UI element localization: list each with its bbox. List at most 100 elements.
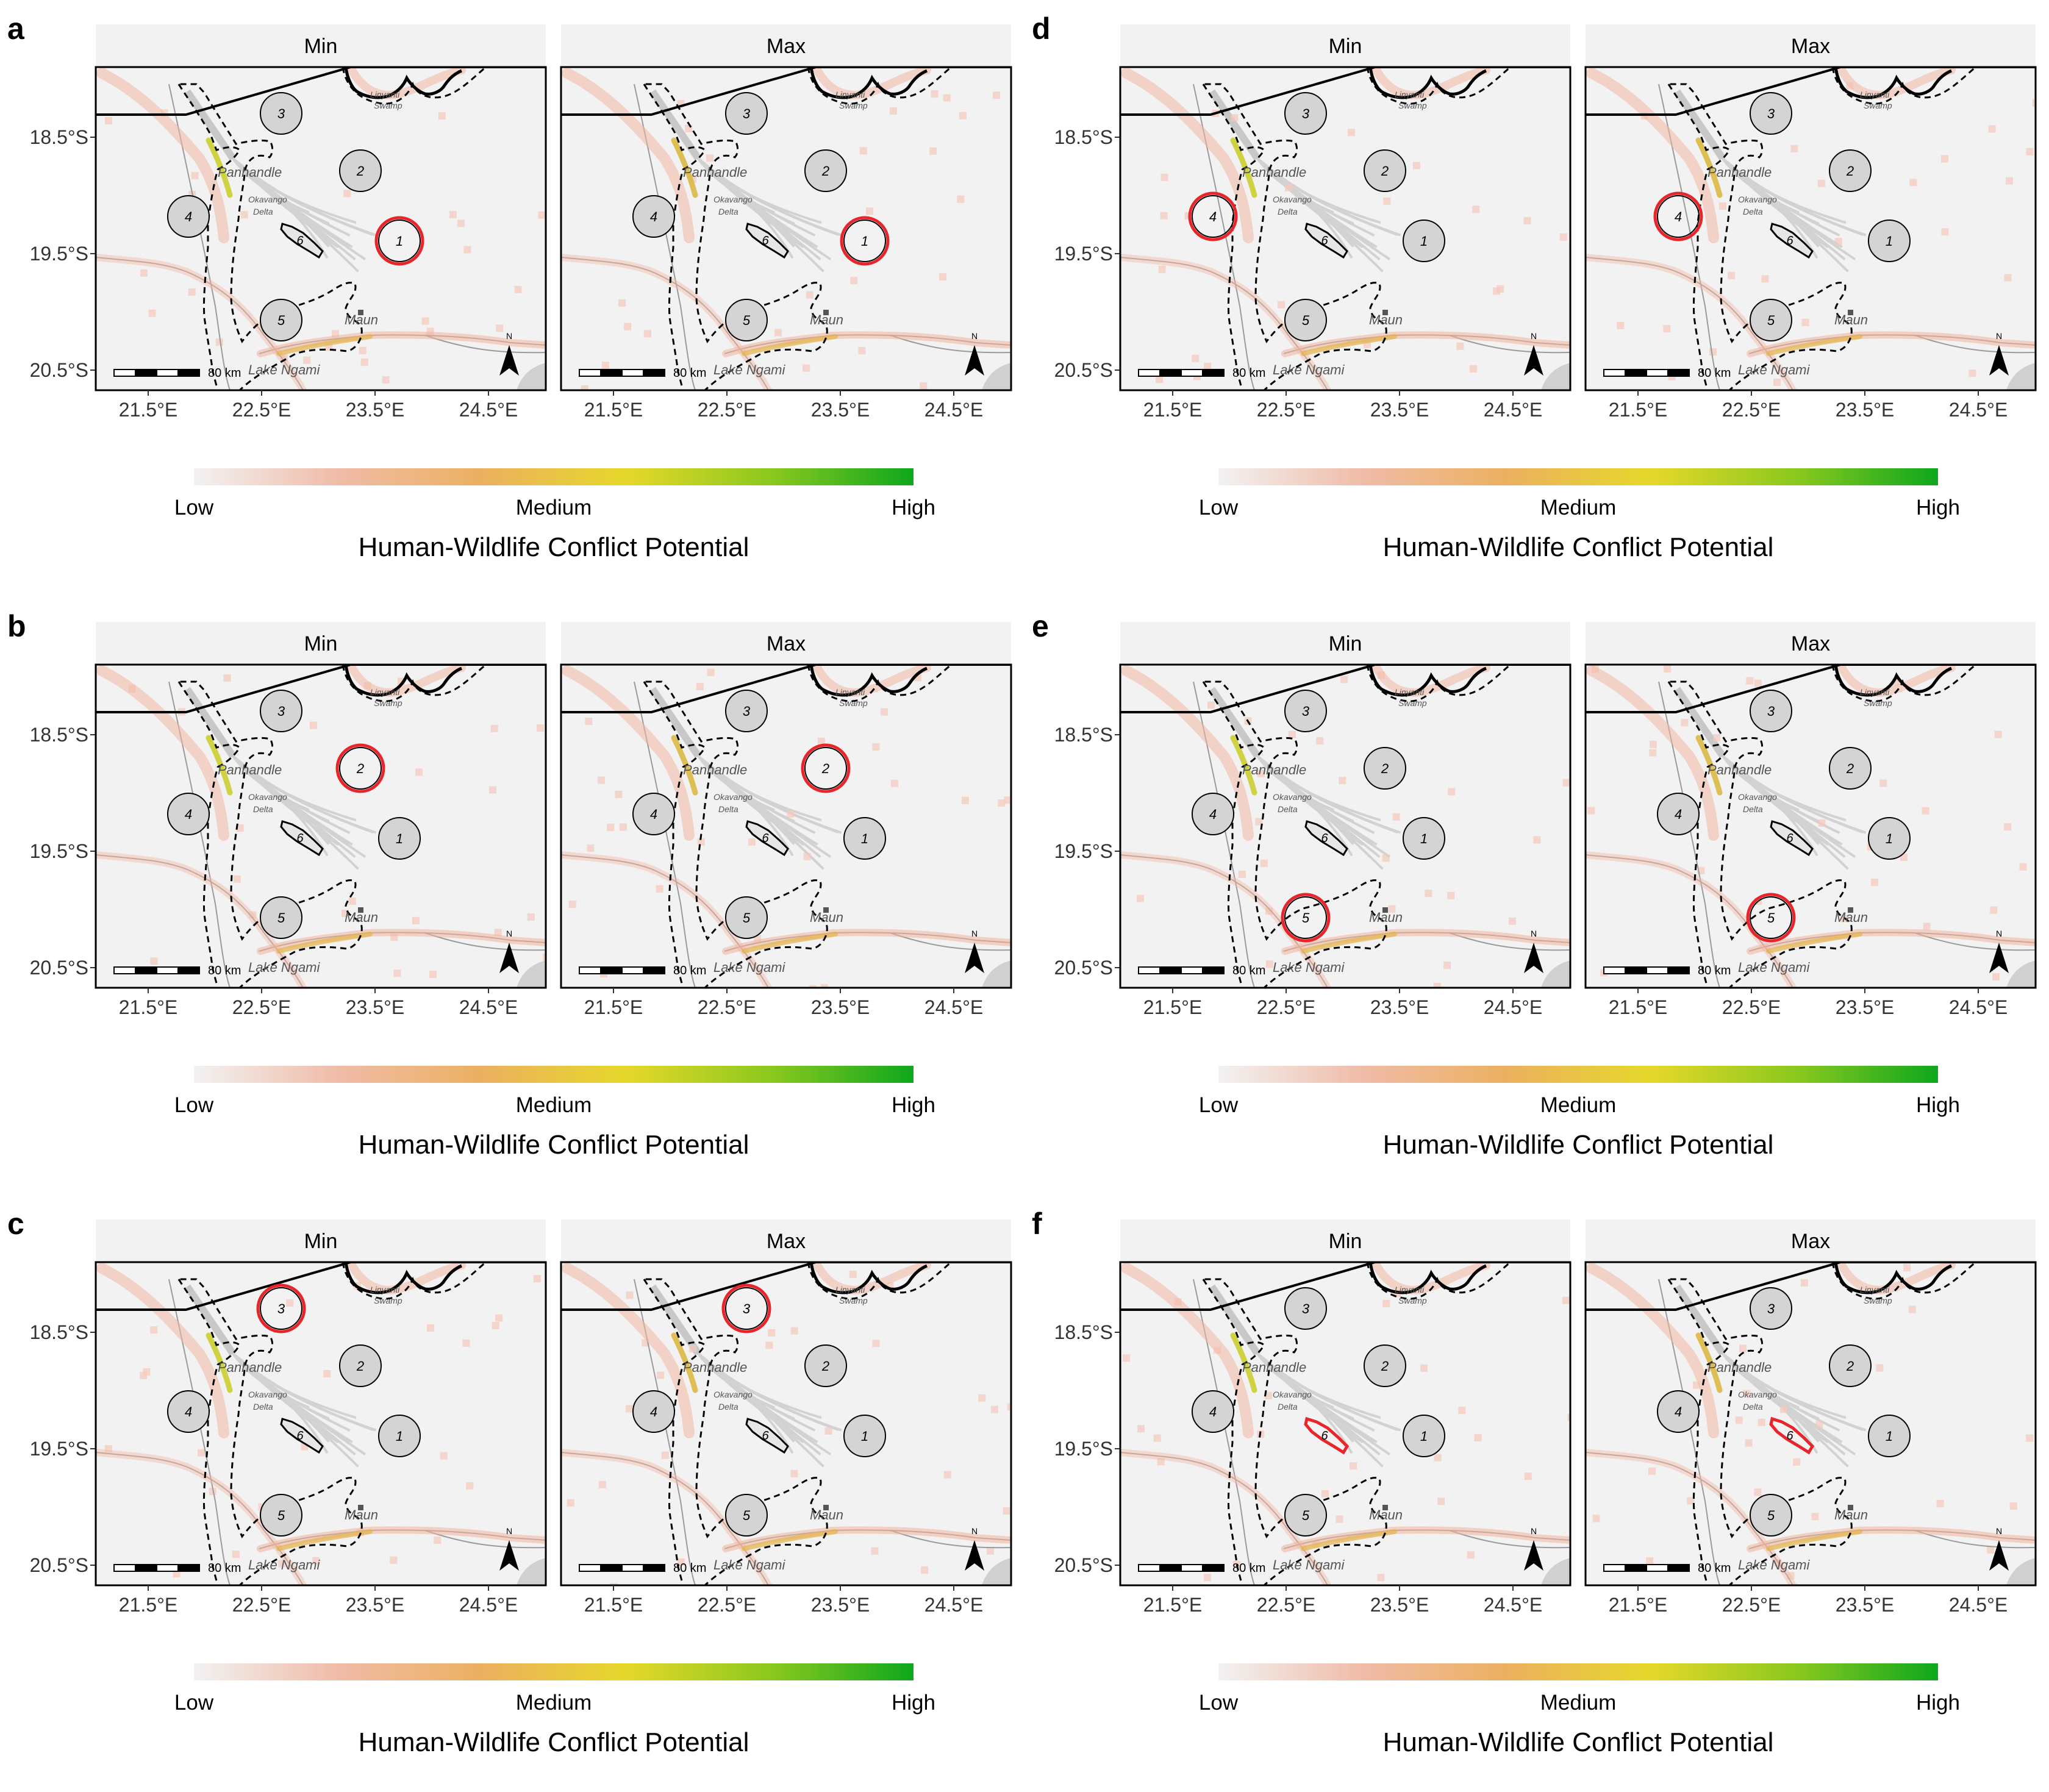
- road-line: [1120, 854, 1328, 988]
- maun-town-marker: [823, 907, 829, 913]
- corridor-road-west: [561, 851, 772, 988]
- place-okavango: Okavango: [713, 792, 753, 802]
- zone-1-label: 1: [861, 831, 868, 846]
- conflict-pixel: [607, 823, 615, 831]
- scale-bar-segment: [643, 966, 665, 974]
- y-tick-label: 18.5°S: [1054, 1321, 1113, 1343]
- place-panhandle: Panhandle: [218, 1360, 282, 1375]
- conflict-pixel: [1392, 813, 1400, 821]
- zone-5-highlight-ring: [1281, 893, 1331, 943]
- conflict-pixel: [1746, 677, 1754, 685]
- conflict-pixel: [943, 1471, 951, 1479]
- conflict-pixel: [496, 324, 504, 332]
- place-lake-ngami: Lake Ngami: [713, 362, 786, 377]
- maun-town-marker: [823, 310, 829, 315]
- conflict-pixel: [463, 246, 471, 254]
- conflict-pixel: [1988, 125, 1996, 133]
- map-frame: [1584, 66, 2037, 391]
- conflict-pixel: [2019, 863, 2027, 871]
- x-tick-label: 24.5°E: [459, 996, 518, 1018]
- x-tick-label: 22.5°E: [698, 996, 756, 1018]
- facet-label-min: Min: [1329, 632, 1362, 655]
- x-tick-label: 24.5°E: [459, 1594, 518, 1616]
- scale-bar-segment: [1202, 1564, 1225, 1572]
- zone-5-label: 5: [1302, 313, 1310, 328]
- scale-bar-label: 80 km: [1698, 964, 1731, 977]
- x-tick-label: 22.5°E: [232, 399, 291, 421]
- okavango-delta-channels: [697, 755, 842, 870]
- conflict-pixel: [1232, 1560, 1240, 1568]
- conflict-pixel: [1288, 730, 1296, 738]
- scale-bar: 80 km: [579, 964, 706, 977]
- zone-2-circle: [1364, 1344, 1406, 1387]
- protected-area-buffer: [1201, 1278, 1387, 1585]
- north-arrow-shape: [1989, 943, 2009, 973]
- conflict-pixel: [188, 288, 196, 296]
- country-border: [561, 1262, 1011, 1311]
- zone-3-circle: [725, 690, 768, 732]
- x-tick-label: 23.5°E: [346, 399, 404, 421]
- north-arrow-icon: N: [1524, 929, 1543, 973]
- scale-bar-segment: [600, 1564, 623, 1572]
- conflict-pixel: [148, 309, 156, 317]
- corridor-road-west: [1586, 851, 1797, 988]
- zone-2-circle: [339, 1344, 382, 1387]
- conflict-pixel: [343, 190, 351, 198]
- corridor-panhandle: [562, 68, 695, 243]
- scale-bar: 80 km: [1138, 964, 1265, 977]
- conflict-pixel: [993, 91, 1001, 99]
- scale-bar-segment: [579, 369, 601, 377]
- y-tick-label: 19.5°S: [30, 243, 88, 265]
- conflict-pixel: [768, 1329, 776, 1337]
- lake-ngami-shore: [517, 1558, 546, 1585]
- facet-strip: [561, 24, 1011, 67]
- y-tick-label: 19.5°S: [30, 1438, 88, 1460]
- x-tick-label: 22.5°E: [698, 1594, 756, 1616]
- panel-b: b 18.5°S 19.5°S 20.5°S Min 6 1 2 3 4 5 Panhandle Oka…: [7, 609, 1012, 1160]
- conflict-pixel: [1437, 1497, 1445, 1505]
- conflict-pixel: [449, 210, 457, 218]
- corridor-linyanti: [1372, 1262, 1490, 1294]
- conflict-pixel: [957, 195, 965, 203]
- conflict-pixel: [143, 1368, 151, 1376]
- corridor-linyanti: [813, 665, 931, 697]
- lake-ngami-shore: [517, 960, 546, 988]
- country-border: [96, 665, 546, 713]
- facet-strip: [1586, 622, 2036, 665]
- legend-colorbar: [194, 1066, 914, 1083]
- place-panhandle: Panhandle: [1242, 762, 1306, 777]
- lake-ngami-shore: [517, 363, 546, 390]
- x-tick-label: 24.5°E: [1949, 1594, 2008, 1616]
- place-linyanti: Linyanti: [370, 687, 400, 697]
- conflict-pixel: [598, 776, 606, 784]
- place-swamp: Swamp: [839, 1296, 868, 1305]
- corridor-hotspot-maun: [742, 1529, 838, 1551]
- legend: Low Medium High Human-Wildlife Conflict Pot…: [1199, 1066, 1960, 1160]
- zone-1-circle: [1403, 817, 1445, 860]
- zone-3-circle: [1750, 690, 1792, 732]
- linyanti-swamp-border: [344, 1262, 462, 1294]
- legend-title: Human-Wildlife Conflict Potential: [359, 1130, 749, 1160]
- legend-colorbar: [1218, 468, 1938, 485]
- conflict-pixel: [706, 154, 713, 162]
- zone-4-label: 4: [1209, 209, 1217, 224]
- north-arrow-shape: [1989, 1540, 2009, 1571]
- road-line: [1120, 1452, 1328, 1585]
- conflict-pixel: [872, 1340, 880, 1348]
- y-tick-label: 19.5°S: [1054, 840, 1113, 862]
- facet-label-min: Min: [304, 35, 338, 58]
- conflict-pixel: [1003, 1507, 1010, 1515]
- conflict-pixel: [601, 362, 609, 369]
- place-lake-ngami: Lake Ngami: [713, 1557, 786, 1572]
- corridor-panhandle: [1121, 1263, 1254, 1438]
- conflict-pixel: [1433, 982, 1441, 988]
- conflict-pixel: [527, 913, 535, 921]
- scale-bar-segment: [1138, 1564, 1160, 1572]
- y-tick-label: 19.5°S: [1054, 243, 1113, 265]
- linyanti-swamp-border: [344, 665, 462, 697]
- x-tick-label: 22.5°E: [1257, 399, 1315, 421]
- x-tick-label: 21.5°E: [119, 399, 177, 421]
